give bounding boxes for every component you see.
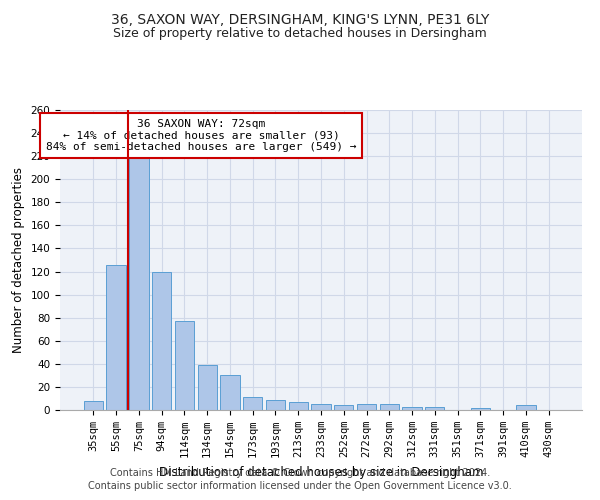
Y-axis label: Number of detached properties: Number of detached properties: [12, 167, 25, 353]
Bar: [106, 264, 126, 410]
Text: Contains HM Land Registry data © Crown copyright and database right 2024.: Contains HM Land Registry data © Crown c…: [110, 468, 490, 477]
Bar: [289, 402, 308, 410]
Text: 36 SAXON WAY: 72sqm
← 14% of detached houses are smaller (93)
84% of semi-detach: 36 SAXON WAY: 72sqm ← 14% of detached ho…: [46, 119, 356, 152]
Text: Size of property relative to detached houses in Dersingham: Size of property relative to detached ho…: [113, 28, 487, 40]
Bar: [403, 406, 422, 410]
Text: Contains public sector information licensed under the Open Government Licence v3: Contains public sector information licen…: [88, 481, 512, 491]
Bar: [266, 400, 285, 410]
Text: 36, SAXON WAY, DERSINGHAM, KING'S LYNN, PE31 6LY: 36, SAXON WAY, DERSINGHAM, KING'S LYNN, …: [111, 12, 489, 26]
Bar: [197, 365, 217, 410]
Bar: [380, 404, 399, 410]
Bar: [516, 406, 536, 410]
Bar: [311, 404, 331, 410]
Bar: [129, 158, 149, 410]
Bar: [425, 406, 445, 410]
Bar: [334, 406, 353, 410]
Bar: [152, 272, 172, 410]
Bar: [357, 404, 376, 410]
Bar: [243, 398, 262, 410]
X-axis label: Distribution of detached houses by size in Dersingham: Distribution of detached houses by size …: [159, 466, 483, 478]
Bar: [175, 321, 194, 410]
Bar: [220, 376, 239, 410]
Bar: [84, 401, 103, 410]
Bar: [470, 408, 490, 410]
